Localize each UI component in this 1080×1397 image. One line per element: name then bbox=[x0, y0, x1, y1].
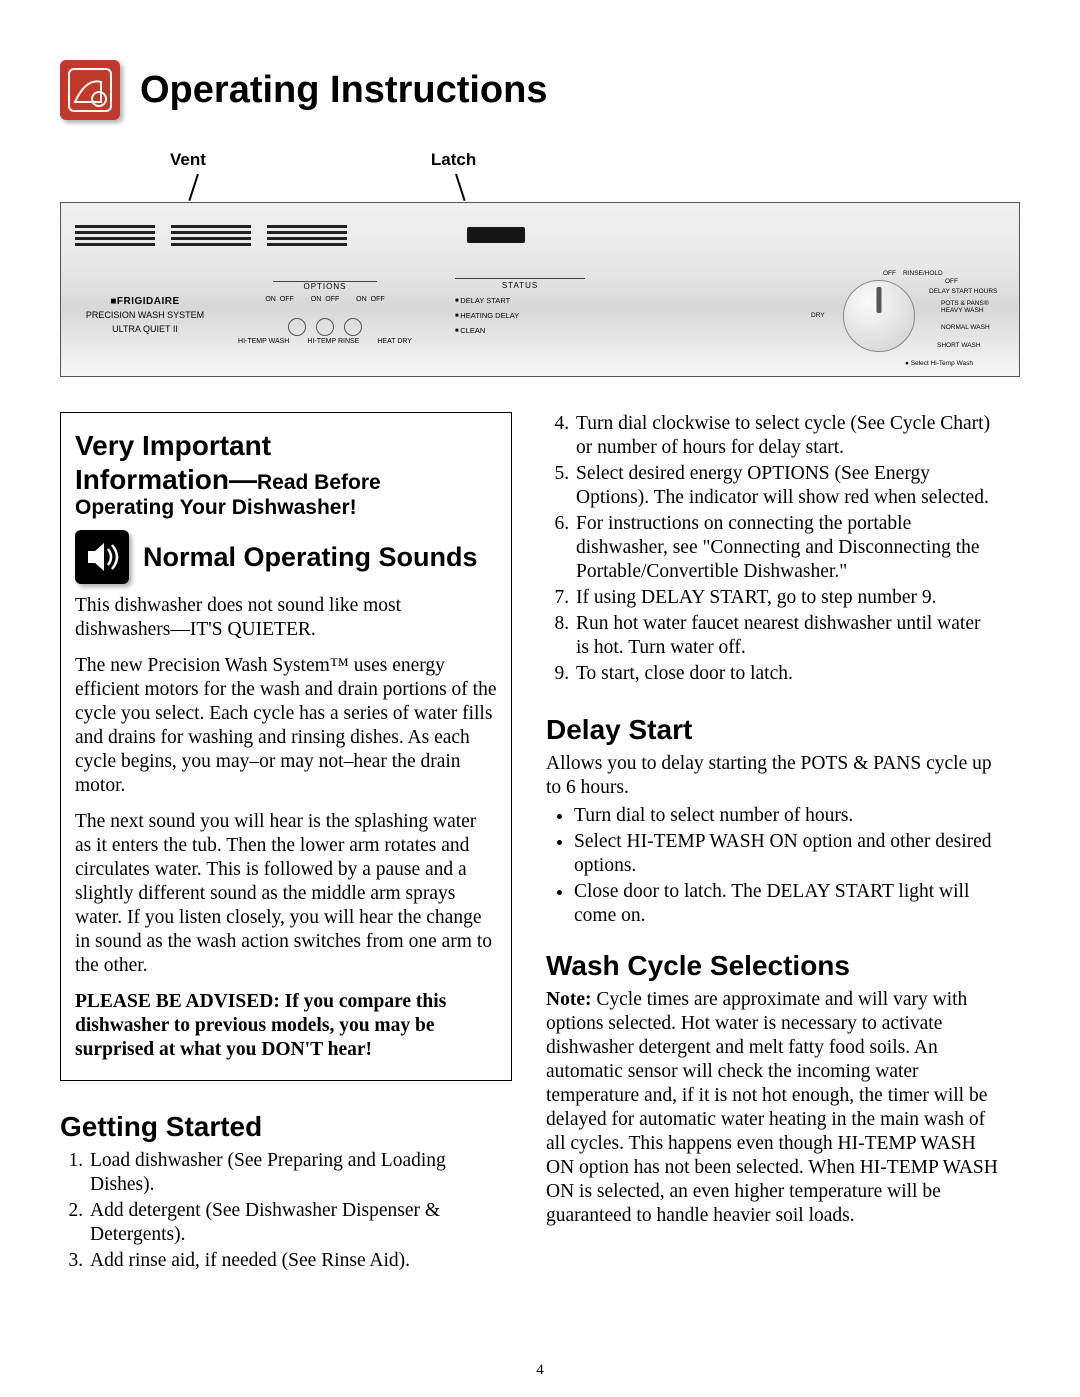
list-item: If using DELAY START, go to step number … bbox=[574, 586, 998, 610]
para: The new Precision Wash System™ uses ener… bbox=[75, 654, 497, 798]
list-item: To start, close door to latch. bbox=[574, 662, 998, 686]
control-panel: ■FRIGIDAIRE PRECISION WASH SYSTEM ULTRA … bbox=[60, 202, 1020, 377]
dial-label: OFF bbox=[883, 270, 896, 277]
dial-label: OFF bbox=[945, 278, 958, 285]
latch-slot bbox=[467, 227, 525, 243]
content-columns: Very Important Information—Read Before O… bbox=[60, 412, 1020, 1275]
on-label: ON bbox=[356, 296, 367, 314]
vent-label: Vent bbox=[170, 150, 206, 170]
dial-labels: OFF RINSE/HOLD OFF DELAY START HOURS POT… bbox=[811, 276, 1001, 366]
option-button[interactable] bbox=[316, 318, 334, 336]
opt-caption: HEAT DRY bbox=[377, 338, 412, 345]
delay-start-list: Turn dial to select number of hours. Sel… bbox=[546, 804, 998, 928]
list-item: Add detergent (See Dishwasher Dispenser … bbox=[88, 1199, 512, 1247]
dishwasher-icon bbox=[60, 60, 120, 120]
off-label: OFF bbox=[280, 296, 294, 314]
option-button[interactable] bbox=[288, 318, 306, 336]
off-label: OFF bbox=[371, 296, 385, 314]
wash-cycle-heading: Wash Cycle Selections bbox=[546, 950, 998, 982]
dial-label: DRY bbox=[811, 312, 825, 319]
important-title-b1: Information— bbox=[75, 464, 257, 495]
vent-pointer bbox=[188, 174, 199, 201]
status-item: CLEAN bbox=[455, 326, 585, 335]
getting-started-list: Load dishwasher (See Preparing and Loadi… bbox=[60, 1149, 512, 1273]
list-item: Turn dial clockwise to select cycle (See… bbox=[574, 412, 998, 460]
status-label: STATUS bbox=[455, 278, 585, 290]
opt-caption: HI-TEMP RINSE bbox=[307, 338, 359, 345]
list-item: Select HI-TEMP WASH ON option and other … bbox=[574, 830, 998, 878]
dial-label: NORMAL WASH bbox=[941, 324, 990, 331]
status-block: STATUS DELAY START HEATING DELAY CLEAN bbox=[435, 276, 585, 366]
dial-block: OFF RINSE/HOLD OFF DELAY START HOURS POT… bbox=[585, 276, 1005, 366]
page-title: Operating Instructions bbox=[140, 69, 547, 112]
page-header: Operating Instructions bbox=[60, 60, 1020, 120]
getting-started-heading: Getting Started bbox=[60, 1111, 512, 1143]
important-title-a: Very Important bbox=[75, 429, 497, 463]
status-item: HEATING DELAY bbox=[455, 311, 585, 320]
list-item: Turn dial to select number of hours. bbox=[574, 804, 998, 828]
dial-note: ● Select Hi-Temp Wash bbox=[905, 360, 973, 367]
brand-sub1: PRECISION WASH SYSTEM bbox=[75, 309, 215, 323]
latch-pointer bbox=[455, 174, 466, 201]
on-label: ON bbox=[265, 296, 276, 314]
list-item: Close door to latch. The DELAY START lig… bbox=[574, 880, 998, 928]
wash-note: Note: Cycle times are approximate and wi… bbox=[546, 988, 998, 1228]
getting-started-continued: Turn dial clockwise to select cycle (See… bbox=[546, 412, 998, 686]
dial-label: SHORT WASH bbox=[937, 342, 981, 349]
para: This dishwasher does not sound like most… bbox=[75, 594, 497, 642]
list-item: Run hot water faucet nearest dishwasher … bbox=[574, 612, 998, 660]
sound-icon bbox=[75, 530, 129, 584]
on-label: ON bbox=[311, 296, 322, 314]
para: The next sound you will hear is the spla… bbox=[75, 810, 497, 978]
off-label: OFF bbox=[325, 296, 339, 314]
sound-title: Normal Operating Sounds bbox=[143, 542, 478, 573]
brand-logo: ■FRIGIDAIRE bbox=[75, 294, 215, 309]
dial-label: POTS & PANS® HEAVY WASH bbox=[941, 300, 989, 314]
control-panel-diagram: Vent Latch ■FRIGIDAIRE PRECISION WASH SY… bbox=[60, 150, 1020, 377]
option-button[interactable] bbox=[344, 318, 362, 336]
options-block: OPTIONS ONOFF ONOFF ONOFF HI-TEMP WASH H… bbox=[215, 276, 435, 366]
advisory-para: PLEASE BE ADVISED: If you compare this d… bbox=[75, 990, 497, 1062]
delay-intro: Allows you to delay starting the POTS & … bbox=[546, 752, 998, 800]
dial-label: RINSE/HOLD bbox=[903, 270, 943, 277]
list-item: Load dishwasher (See Preparing and Loadi… bbox=[88, 1149, 512, 1197]
options-label: OPTIONS bbox=[273, 281, 376, 291]
brand-block: ■FRIGIDAIRE PRECISION WASH SYSTEM ULTRA … bbox=[75, 276, 215, 366]
right-column: Turn dial clockwise to select cycle (See… bbox=[546, 412, 998, 1275]
list-item: Add rinse aid, if needed (See Rinse Aid)… bbox=[88, 1249, 512, 1273]
status-item: DELAY START bbox=[455, 296, 585, 305]
important-title-c: Operating Your Dishwasher! bbox=[75, 496, 497, 520]
left-column: Very Important Information—Read Before O… bbox=[60, 412, 512, 1275]
vent-grille bbox=[75, 225, 347, 246]
page-number: 4 bbox=[536, 1362, 544, 1379]
important-title-b2: Read Before bbox=[257, 471, 381, 494]
important-info-box: Very Important Information—Read Before O… bbox=[60, 412, 512, 1081]
note-label: Note: bbox=[546, 989, 591, 1010]
opt-caption: HI-TEMP WASH bbox=[238, 338, 289, 345]
delay-start-heading: Delay Start bbox=[546, 714, 998, 746]
list-item: Select desired energy OPTIONS (See Energ… bbox=[574, 462, 998, 510]
note-text: Cycle times are approximate and will var… bbox=[546, 989, 998, 1226]
dial-label: DELAY START HOURS bbox=[929, 288, 997, 295]
latch-label: Latch bbox=[431, 150, 476, 170]
brand-sub2: ULTRA QUIET II bbox=[75, 323, 215, 337]
list-item: For instructions on connecting the porta… bbox=[574, 512, 998, 584]
